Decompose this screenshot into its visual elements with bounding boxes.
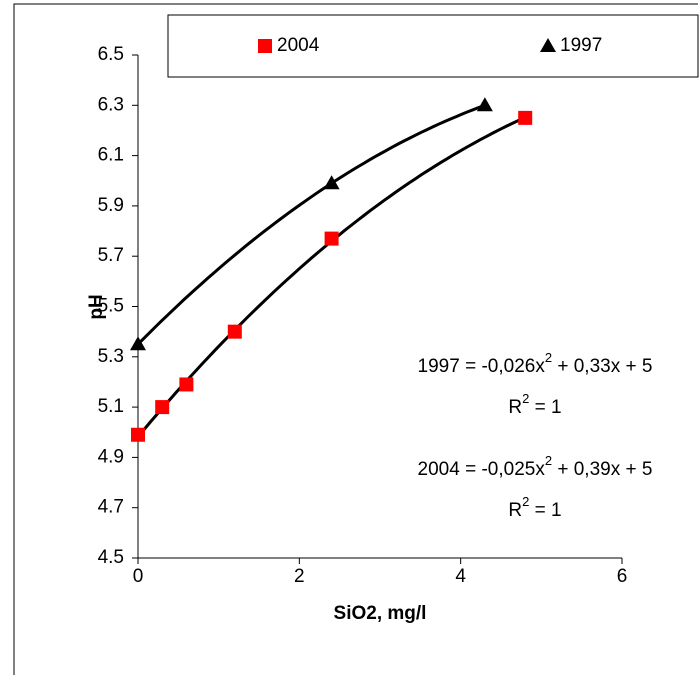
x-tick-label: 6	[617, 566, 628, 587]
y-tick-label: 5.3	[98, 346, 124, 367]
text-part: = 1	[529, 397, 561, 418]
text-part: 2004 = -0,025x	[418, 459, 546, 480]
data-point	[518, 110, 533, 125]
text-part: R	[508, 500, 522, 521]
legend-marker	[540, 38, 556, 52]
text-part: 2	[545, 453, 552, 468]
y-tick-label: 4.5	[98, 547, 124, 568]
r-squared: R2 = 1	[508, 494, 561, 521]
y-tick-label: 4.9	[98, 446, 124, 467]
y-tick-label: 5.5	[98, 296, 124, 317]
data-point	[131, 427, 145, 442]
data-point	[155, 400, 170, 415]
data-point	[227, 324, 242, 339]
text-part: = 1	[529, 500, 561, 521]
r-squared: R2 = 1	[508, 391, 561, 418]
data-point	[323, 175, 340, 190]
y-tick-label: 6.5	[98, 44, 124, 65]
x-axis-title: SiO2, mg/l	[334, 603, 427, 624]
y-tick-label: 6.3	[98, 94, 124, 115]
text-part: + 0,33x + 5	[552, 356, 652, 377]
y-tick-label: 5.9	[98, 195, 124, 216]
text-part: 2	[545, 350, 552, 365]
text-part: 2	[522, 494, 529, 509]
x-tick-label: 0	[133, 566, 144, 587]
data-point	[324, 231, 339, 246]
text-part: + 0,39x + 5	[552, 459, 652, 480]
legend-label: 2004	[277, 35, 320, 56]
data-point	[179, 377, 194, 392]
trendline	[136, 116, 526, 438]
trendline-equation: 1997 = -0,026x2 + 0,33x + 5	[418, 350, 653, 377]
legend-label: 1997	[560, 35, 602, 56]
data-point	[130, 336, 146, 351]
y-tick-label: 6.1	[98, 145, 124, 166]
trendline-equation: 2004 = -0,025x2 + 0,39x + 5	[418, 453, 653, 480]
trendline	[136, 103, 486, 346]
y-tick-label: 5.7	[98, 245, 124, 266]
text-part: R	[508, 397, 522, 418]
chart-frame	[13, 3, 698, 675]
text-part: 2	[522, 391, 529, 406]
x-tick-label: 2	[294, 566, 305, 587]
x-tick-label: 4	[455, 566, 466, 587]
y-tick-label: 5.1	[98, 396, 124, 417]
text-part: 1997 = -0,026x	[418, 356, 546, 377]
y-axis-title: pH	[86, 294, 107, 319]
data-point	[476, 97, 493, 112]
y-tick-label: 4.7	[98, 497, 124, 518]
legend-box	[167, 14, 699, 78]
legend-marker	[258, 39, 272, 53]
